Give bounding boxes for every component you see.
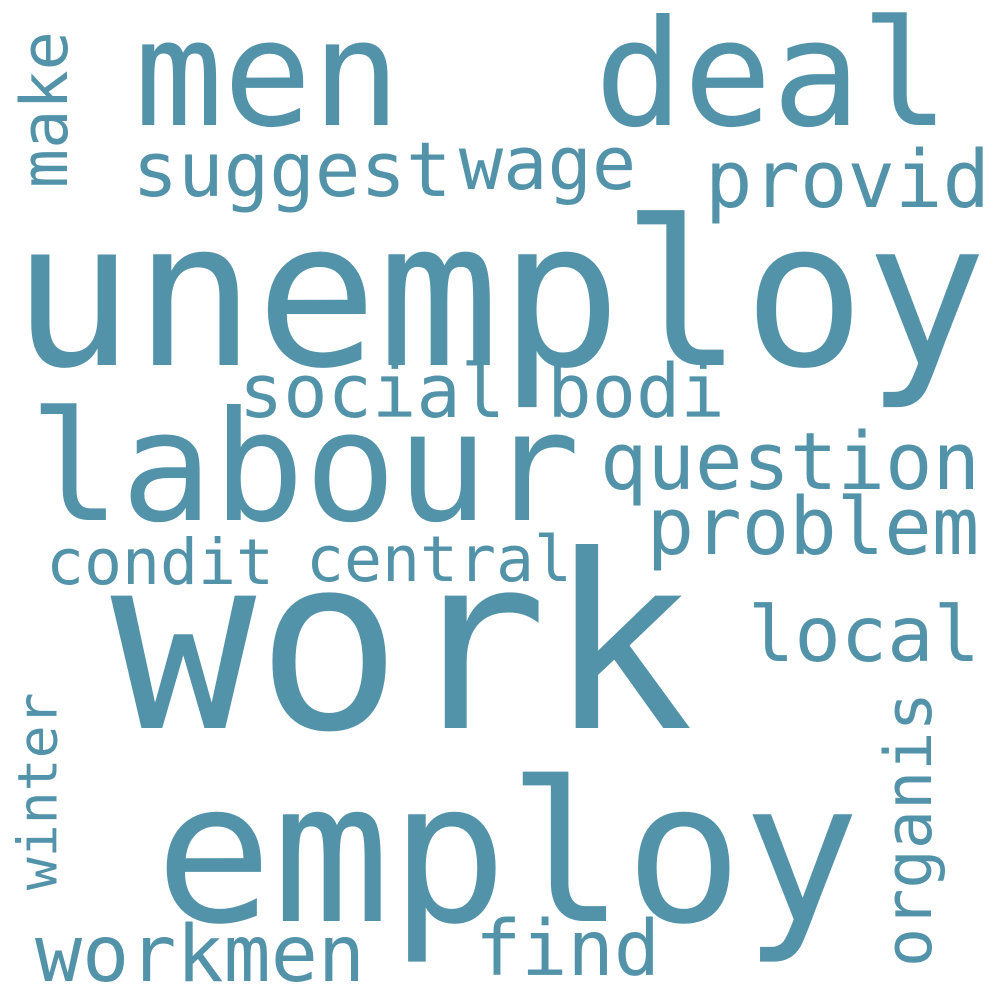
word-unemploy: unemploy: [11, 176, 988, 413]
word-social: social: [238, 350, 506, 436]
word-labour: labour: [28, 378, 581, 557]
word-local: local: [748, 589, 980, 680]
word-bodi: bodi: [547, 350, 725, 436]
word-suggest: suggest: [132, 126, 452, 215]
word-deal: deal: [594, 0, 950, 161]
word-men: men: [134, 0, 401, 161]
word-work: work: [110, 503, 694, 786]
word-employ: employ: [154, 741, 861, 969]
word-workmen: workmen: [35, 909, 365, 1000]
word-winter: winter: [5, 692, 70, 890]
word-find: find: [475, 904, 660, 994]
word-provid: provid: [705, 133, 990, 226]
word-wage: wage: [458, 122, 637, 208]
word-central: central: [305, 522, 573, 597]
word-question: question: [599, 416, 981, 509]
word-condit: condit: [45, 525, 275, 600]
word-organis: organis: [870, 692, 947, 968]
word-make: make: [7, 31, 84, 189]
word-problem: problem: [646, 481, 980, 574]
